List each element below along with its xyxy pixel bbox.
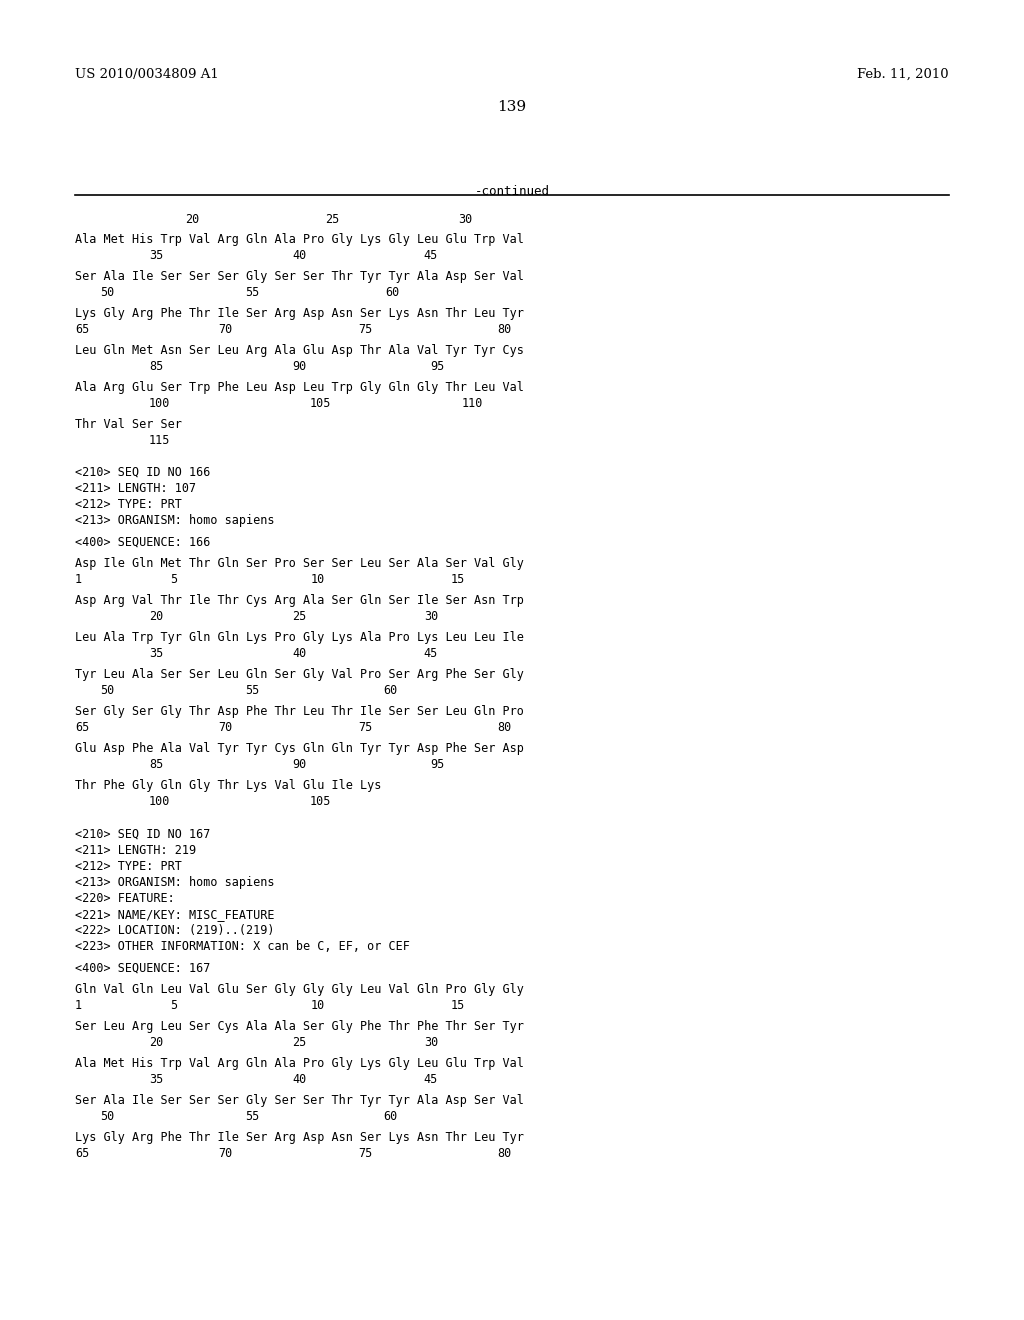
Text: 90: 90	[292, 758, 306, 771]
Text: 105: 105	[310, 397, 332, 411]
Text: <211> LENGTH: 107: <211> LENGTH: 107	[75, 482, 197, 495]
Text: 65: 65	[75, 1147, 89, 1160]
Text: Feb. 11, 2010: Feb. 11, 2010	[857, 69, 949, 81]
Text: 75: 75	[358, 721, 373, 734]
Text: 10: 10	[311, 573, 326, 586]
Text: Thr Phe Gly Gln Gly Thr Lys Val Glu Ile Lys: Thr Phe Gly Gln Gly Thr Lys Val Glu Ile …	[75, 779, 381, 792]
Text: <221> NAME/KEY: MISC_FEATURE: <221> NAME/KEY: MISC_FEATURE	[75, 908, 274, 921]
Text: 55: 55	[245, 1110, 259, 1123]
Text: 10: 10	[311, 999, 326, 1012]
Text: <220> FEATURE:: <220> FEATURE:	[75, 892, 175, 906]
Text: <222> LOCATION: (219)..(219): <222> LOCATION: (219)..(219)	[75, 924, 274, 937]
Text: 25: 25	[292, 610, 306, 623]
Text: 30: 30	[458, 213, 472, 226]
Text: <400> SEQUENCE: 166: <400> SEQUENCE: 166	[75, 536, 210, 549]
Text: 60: 60	[383, 684, 397, 697]
Text: 40: 40	[292, 1073, 306, 1086]
Text: <210> SEQ ID NO 167: <210> SEQ ID NO 167	[75, 828, 210, 841]
Text: <212> TYPE: PRT: <212> TYPE: PRT	[75, 861, 182, 873]
Text: 95: 95	[430, 758, 444, 771]
Text: 100: 100	[150, 397, 170, 411]
Text: Lys Gly Arg Phe Thr Ile Ser Arg Asp Asn Ser Lys Asn Thr Leu Tyr: Lys Gly Arg Phe Thr Ile Ser Arg Asp Asn …	[75, 308, 524, 319]
Text: 85: 85	[150, 360, 163, 374]
Text: 75: 75	[358, 323, 373, 337]
Text: 55: 55	[245, 286, 259, 300]
Text: 30: 30	[424, 610, 438, 623]
Text: <212> TYPE: PRT: <212> TYPE: PRT	[75, 498, 182, 511]
Text: 30: 30	[424, 1036, 438, 1049]
Text: <213> ORGANISM: homo sapiens: <213> ORGANISM: homo sapiens	[75, 876, 274, 888]
Text: Leu Gln Met Asn Ser Leu Arg Ala Glu Asp Thr Ala Val Tyr Tyr Cys: Leu Gln Met Asn Ser Leu Arg Ala Glu Asp …	[75, 345, 524, 356]
Text: 45: 45	[423, 647, 437, 660]
Text: 25: 25	[325, 213, 339, 226]
Text: 55: 55	[245, 684, 259, 697]
Text: 90: 90	[292, 360, 306, 374]
Text: 80: 80	[497, 323, 511, 337]
Text: Ser Gly Ser Gly Thr Asp Phe Thr Leu Thr Ile Ser Ser Leu Gln Pro: Ser Gly Ser Gly Thr Asp Phe Thr Leu Thr …	[75, 705, 524, 718]
Text: 80: 80	[497, 1147, 511, 1160]
Text: 20: 20	[150, 610, 163, 623]
Text: 110: 110	[462, 397, 483, 411]
Text: 75: 75	[358, 1147, 373, 1160]
Text: Ala Met His Trp Val Arg Gln Ala Pro Gly Lys Gly Leu Glu Trp Val: Ala Met His Trp Val Arg Gln Ala Pro Gly …	[75, 234, 524, 246]
Text: <213> ORGANISM: homo sapiens: <213> ORGANISM: homo sapiens	[75, 513, 274, 527]
Text: Ser Ala Ile Ser Ser Ser Gly Ser Ser Thr Tyr Tyr Ala Asp Ser Val: Ser Ala Ile Ser Ser Ser Gly Ser Ser Thr …	[75, 271, 524, 282]
Text: 139: 139	[498, 100, 526, 114]
Text: 25: 25	[292, 1036, 306, 1049]
Text: Ser Ala Ile Ser Ser Ser Gly Ser Ser Thr Tyr Tyr Ala Asp Ser Val: Ser Ala Ile Ser Ser Ser Gly Ser Ser Thr …	[75, 1094, 524, 1107]
Text: -continued: -continued	[474, 185, 550, 198]
Text: 1: 1	[75, 573, 82, 586]
Text: 35: 35	[150, 249, 163, 261]
Text: 15: 15	[451, 573, 465, 586]
Text: 70: 70	[218, 721, 232, 734]
Text: <400> SEQUENCE: 167: <400> SEQUENCE: 167	[75, 962, 210, 975]
Text: 5: 5	[170, 573, 177, 586]
Text: US 2010/0034809 A1: US 2010/0034809 A1	[75, 69, 219, 81]
Text: Leu Ala Trp Tyr Gln Gln Lys Pro Gly Lys Ala Pro Lys Leu Leu Ile: Leu Ala Trp Tyr Gln Gln Lys Pro Gly Lys …	[75, 631, 524, 644]
Text: <211> LENGTH: 219: <211> LENGTH: 219	[75, 843, 197, 857]
Text: 50: 50	[100, 286, 115, 300]
Text: 15: 15	[451, 999, 465, 1012]
Text: 70: 70	[218, 323, 232, 337]
Text: 65: 65	[75, 323, 89, 337]
Text: 50: 50	[100, 684, 115, 697]
Text: Ala Arg Glu Ser Trp Phe Leu Asp Leu Trp Gly Gln Gly Thr Leu Val: Ala Arg Glu Ser Trp Phe Leu Asp Leu Trp …	[75, 381, 524, 393]
Text: 115: 115	[150, 434, 170, 447]
Text: 20: 20	[185, 213, 200, 226]
Text: 35: 35	[150, 647, 163, 660]
Text: 1: 1	[75, 999, 82, 1012]
Text: 105: 105	[310, 795, 332, 808]
Text: Ala Met His Trp Val Arg Gln Ala Pro Gly Lys Gly Leu Glu Trp Val: Ala Met His Trp Val Arg Gln Ala Pro Gly …	[75, 1057, 524, 1071]
Text: 40: 40	[292, 647, 306, 660]
Text: 35: 35	[150, 1073, 163, 1086]
Text: 45: 45	[423, 1073, 437, 1086]
Text: <210> SEQ ID NO 166: <210> SEQ ID NO 166	[75, 466, 210, 479]
Text: 20: 20	[150, 1036, 163, 1049]
Text: 50: 50	[100, 1110, 115, 1123]
Text: 95: 95	[430, 360, 444, 374]
Text: 5: 5	[170, 999, 177, 1012]
Text: 70: 70	[218, 1147, 232, 1160]
Text: Glu Asp Phe Ala Val Tyr Tyr Cys Gln Gln Tyr Tyr Asp Phe Ser Asp: Glu Asp Phe Ala Val Tyr Tyr Cys Gln Gln …	[75, 742, 524, 755]
Text: Asp Arg Val Thr Ile Thr Cys Arg Ala Ser Gln Ser Ile Ser Asn Trp: Asp Arg Val Thr Ile Thr Cys Arg Ala Ser …	[75, 594, 524, 607]
Text: Gln Val Gln Leu Val Glu Ser Gly Gly Gly Leu Val Gln Pro Gly Gly: Gln Val Gln Leu Val Glu Ser Gly Gly Gly …	[75, 983, 524, 997]
Text: 40: 40	[292, 249, 306, 261]
Text: Asp Ile Gln Met Thr Gln Ser Pro Ser Ser Leu Ser Ala Ser Val Gly: Asp Ile Gln Met Thr Gln Ser Pro Ser Ser …	[75, 557, 524, 570]
Text: Ser Leu Arg Leu Ser Cys Ala Ala Ser Gly Phe Thr Phe Thr Ser Tyr: Ser Leu Arg Leu Ser Cys Ala Ala Ser Gly …	[75, 1020, 524, 1034]
Text: 80: 80	[497, 721, 511, 734]
Text: 65: 65	[75, 721, 89, 734]
Text: 100: 100	[150, 795, 170, 808]
Text: Thr Val Ser Ser: Thr Val Ser Ser	[75, 418, 182, 432]
Text: 85: 85	[150, 758, 163, 771]
Text: Lys Gly Arg Phe Thr Ile Ser Arg Asp Asn Ser Lys Asn Thr Leu Tyr: Lys Gly Arg Phe Thr Ile Ser Arg Asp Asn …	[75, 1131, 524, 1144]
Text: <223> OTHER INFORMATION: X can be C, EF, or CEF: <223> OTHER INFORMATION: X can be C, EF,…	[75, 940, 410, 953]
Text: 60: 60	[385, 286, 399, 300]
Text: Tyr Leu Ala Ser Ser Leu Gln Ser Gly Val Pro Ser Arg Phe Ser Gly: Tyr Leu Ala Ser Ser Leu Gln Ser Gly Val …	[75, 668, 524, 681]
Text: 45: 45	[423, 249, 437, 261]
Text: 60: 60	[383, 1110, 397, 1123]
